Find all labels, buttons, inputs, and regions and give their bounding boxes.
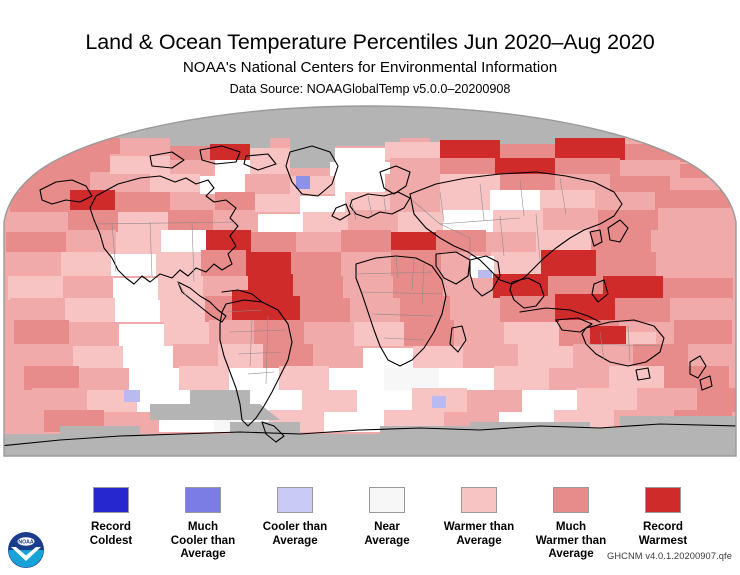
legend-swatch-cooler	[277, 487, 313, 513]
noaa-logo-icon: NOAA	[7, 531, 45, 569]
country-borders	[95, 177, 661, 385]
legend-item-record-warmest: Record Warmest	[609, 487, 717, 547]
legend-label-cooler: Cooler than Average	[262, 520, 328, 547]
legend-item-cooler: Cooler than Average	[241, 487, 349, 547]
world-temperature-map	[0, 104, 740, 466]
coastlines	[4, 145, 736, 447]
page-title: Land & Ocean Temperature Percentiles Jun…	[85, 30, 655, 54]
legend-swatch-much-cooler	[185, 487, 221, 513]
legend-item-much-warmer: Much Warmer than Average	[517, 487, 625, 561]
legend-item-warmer: Warmer than Average	[425, 487, 533, 547]
legend-swatch-near-average	[369, 487, 405, 513]
legend-item-near-average: Near Average	[333, 487, 441, 547]
legend-swatch-record-warmest	[645, 487, 681, 513]
legend-item-much-cooler: Much Cooler than Average	[149, 487, 257, 561]
legend-label-much-warmer: Much Warmer than Average	[535, 520, 607, 561]
legend-label-much-cooler: Much Cooler than Average	[170, 520, 236, 561]
page-subtitle: NOAA's National Centers for Environmenta…	[182, 59, 558, 77]
legend-swatch-record-coldest	[93, 487, 129, 513]
legend-label-record-warmest: Record Warmest	[638, 520, 688, 547]
legend-item-record-coldest: Record Coldest	[57, 487, 165, 547]
dataset-version-code: GHCNM v4.0.1.20200907.qfe	[607, 551, 732, 561]
noaa-logo: NOAA	[6, 530, 46, 570]
legend-label-warmer: Warmer than Average	[443, 520, 515, 547]
map-svg	[3, 105, 737, 457]
legend-label-record-coldest: Record Coldest	[89, 520, 133, 547]
title-block: Land & Ocean Temperature Percentiles Jun…	[0, 0, 740, 96]
globe-outline	[3, 105, 737, 457]
legend-swatch-warmer	[461, 487, 497, 513]
legend-swatch-much-warmer	[553, 487, 589, 513]
legend-label-near-average: Near Average	[364, 520, 410, 547]
legend: Record Coldest Much Cooler than Average …	[57, 487, 717, 567]
data-source-line: Data Source: NOAAGlobalTemp v5.0.0–20200…	[229, 82, 511, 97]
map-cells	[4, 106, 736, 456]
svg-text:NOAA: NOAA	[18, 539, 34, 545]
